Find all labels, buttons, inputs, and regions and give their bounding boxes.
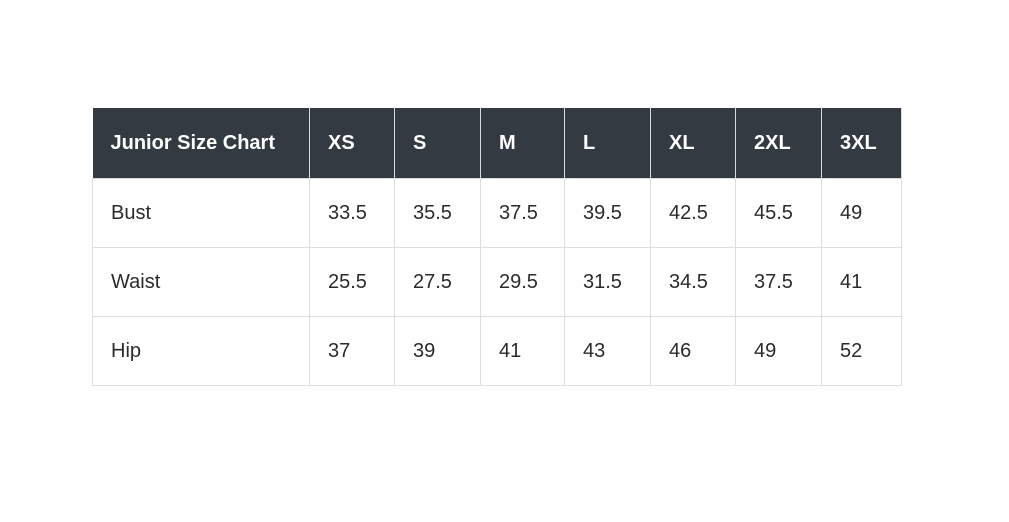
size-column-header-s: S xyxy=(394,108,481,179)
row-label-cell: Hip xyxy=(92,316,310,386)
size-value-cell: 43 xyxy=(564,316,651,386)
measurement-row-hip: Hip 37 39 41 43 46 49 52 xyxy=(92,316,902,386)
row-label-cell: Bust xyxy=(92,178,310,248)
size-value-cell: 49 xyxy=(821,178,902,248)
size-value-cell: 45.5 xyxy=(735,178,822,248)
size-value-cell: 31.5 xyxy=(564,247,651,317)
size-column-header-l: L xyxy=(564,108,651,179)
size-column-header-xs: XS xyxy=(309,108,395,179)
size-value-cell: 49 xyxy=(735,316,822,386)
size-value-cell: 52 xyxy=(821,316,902,386)
size-value-cell: 33.5 xyxy=(309,178,395,248)
size-value-cell: 25.5 xyxy=(309,247,395,317)
row-label-cell: Waist xyxy=(92,247,310,317)
size-value-cell: 37 xyxy=(309,316,395,386)
size-column-header-2xl: 2XL xyxy=(735,108,822,179)
size-value-cell: 27.5 xyxy=(394,247,481,317)
size-value-cell: 35.5 xyxy=(394,178,481,248)
size-chart-container: Junior Size Chart XS S M L XL 2XL 3XL Bu… xyxy=(92,108,902,386)
size-value-cell: 41 xyxy=(821,247,902,317)
size-value-cell: 39 xyxy=(394,316,481,386)
size-value-cell: 39.5 xyxy=(564,178,651,248)
size-column-header-xl: XL xyxy=(650,108,736,179)
size-value-cell: 37.5 xyxy=(480,178,565,248)
header-row: Junior Size Chart XS S M L XL 2XL 3XL xyxy=(92,108,902,179)
measurement-row-bust: Bust 33.5 35.5 37.5 39.5 42.5 45.5 49 xyxy=(92,178,902,248)
size-value-cell: 29.5 xyxy=(480,247,565,317)
size-value-cell: 46 xyxy=(650,316,736,386)
table-title-cell: Junior Size Chart xyxy=(92,108,310,179)
size-column-header-m: M xyxy=(480,108,565,179)
size-value-cell: 37.5 xyxy=(735,247,822,317)
size-value-cell: 34.5 xyxy=(650,247,736,317)
measurement-row-waist: Waist 25.5 27.5 29.5 31.5 34.5 37.5 41 xyxy=(92,247,902,317)
size-value-cell: 42.5 xyxy=(650,178,736,248)
size-chart-table: Junior Size Chart XS S M L XL 2XL 3XL Bu… xyxy=(92,108,902,386)
size-column-header-3xl: 3XL xyxy=(821,108,902,179)
size-value-cell: 41 xyxy=(480,316,565,386)
